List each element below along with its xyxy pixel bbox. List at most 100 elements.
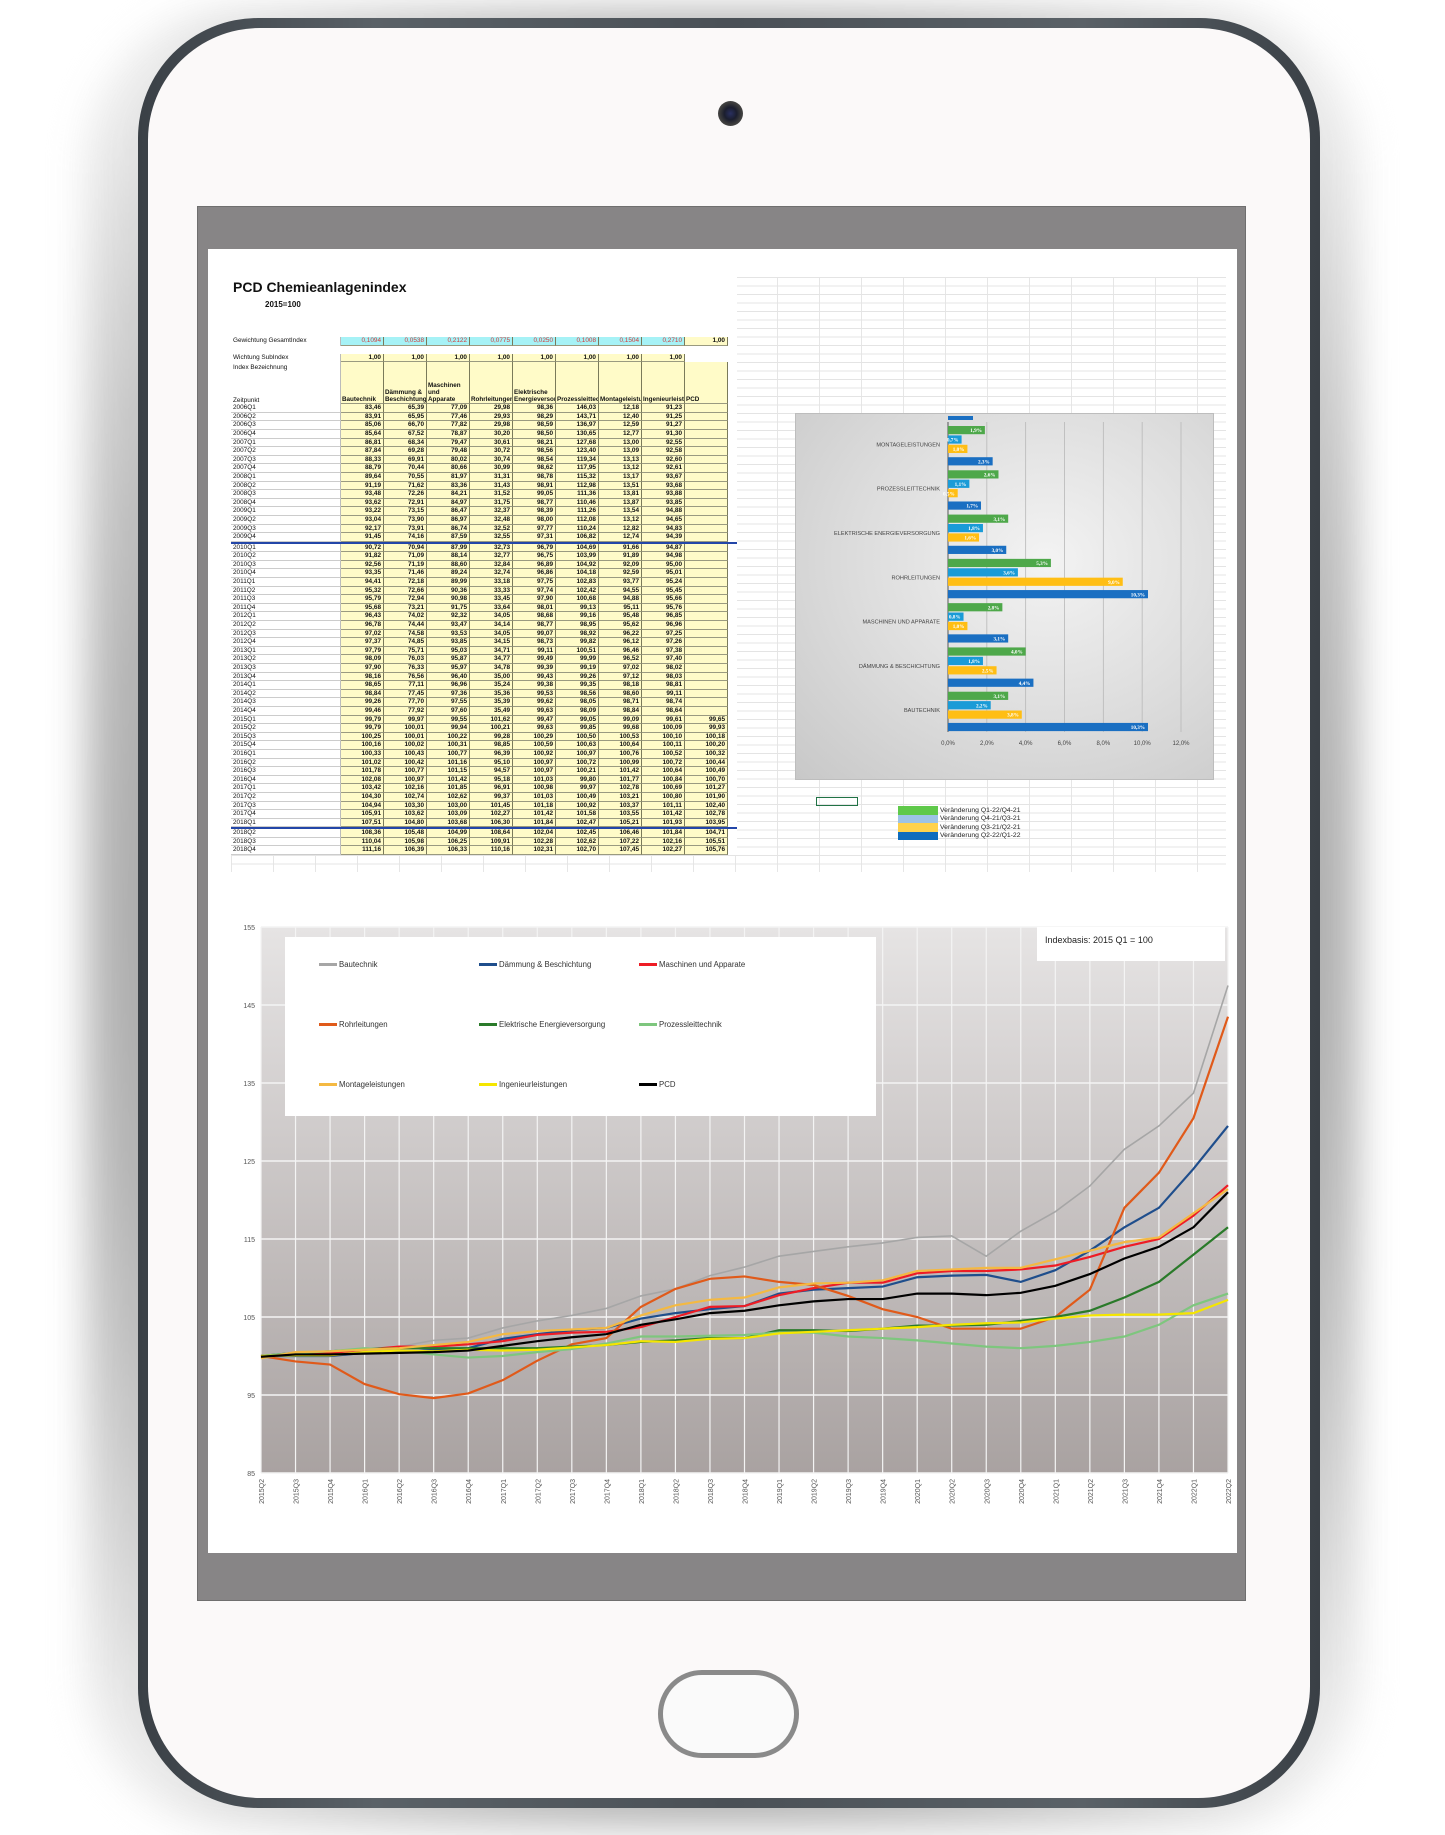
table-cell[interactable]: 77,11 [384, 681, 427, 690]
table-cell[interactable]: 13,54 [599, 507, 642, 516]
table-cell[interactable]: 136,97 [556, 421, 599, 430]
table-cell[interactable]: 100,70 [685, 775, 728, 785]
table-cell[interactable]: 74,58 [384, 629, 427, 639]
table-cell[interactable]: 99,47 [513, 715, 556, 725]
table-cell[interactable]: 102,42 [556, 586, 599, 596]
table-cell[interactable]: 74,02 [384, 612, 427, 622]
table-cell[interactable]: 95,32 [341, 586, 384, 596]
table-cell[interactable]: 101,42 [599, 767, 642, 776]
table-cell[interactable]: 97,55 [427, 698, 470, 707]
table-cell[interactable]: 34,05 [470, 629, 513, 639]
table-cell[interactable]: 96,40 [427, 672, 470, 682]
row-period[interactable]: 2012Q2 [231, 621, 341, 630]
table-cell[interactable]: 105,51 [685, 837, 728, 847]
row-period[interactable]: 2009Q1 [231, 507, 341, 516]
column-header[interactable]: Maschinen und Apparate [427, 362, 470, 405]
row-period[interactable]: 2008Q1 [231, 472, 341, 482]
table-cell[interactable]: 33,18 [470, 578, 513, 587]
table-cell[interactable]: 102,70 [556, 846, 599, 856]
table-cell[interactable]: 97,60 [427, 706, 470, 716]
table-cell[interactable]: 94,39 [642, 533, 685, 542]
table-cell[interactable]: 94,88 [642, 507, 685, 516]
table-cell[interactable]: 91,27 [642, 421, 685, 430]
table-cell[interactable]: 65,39 [384, 404, 427, 413]
table-cell[interactable]: 99,49 [513, 655, 556, 664]
table-cell[interactable]: 101,02 [341, 758, 384, 768]
table-cell[interactable]: 97,74 [513, 586, 556, 596]
table-cell[interactable]: 87,99 [427, 543, 470, 553]
weight-cell[interactable]: 0,1008 [556, 337, 599, 346]
table-cell[interactable]: 98,78 [513, 472, 556, 482]
table-cell[interactable]: 98,60 [599, 689, 642, 699]
table-cell[interactable]: 115,32 [556, 472, 599, 482]
table-cell[interactable]: 65,95 [384, 412, 427, 422]
row-period[interactable]: 2010Q2 [231, 552, 341, 561]
table-cell[interactable]: 98,29 [513, 412, 556, 422]
row-period[interactable]: 2015Q3 [231, 732, 341, 742]
table-cell[interactable]: 102,28 [513, 837, 556, 847]
table-cell[interactable] [685, 447, 728, 456]
table-cell[interactable]: 99,61 [642, 715, 685, 725]
table-cell[interactable]: 91,19 [341, 481, 384, 491]
table-cell[interactable]: 100,21 [556, 767, 599, 776]
table-cell[interactable]: 100,50 [556, 732, 599, 742]
table-cell[interactable]: 102,31 [513, 846, 556, 856]
table-cell[interactable]: 97,02 [599, 664, 642, 673]
table-cell[interactable]: 99,79 [341, 724, 384, 733]
table-cell[interactable]: 98,54 [513, 455, 556, 465]
table-cell[interactable]: 104,80 [384, 818, 427, 828]
table-cell[interactable]: 100,76 [599, 749, 642, 759]
table-cell[interactable]: 96,86 [513, 569, 556, 579]
table-cell[interactable]: 108,64 [470, 829, 513, 838]
table-cell[interactable]: 77,46 [427, 412, 470, 422]
table-cell[interactable]: 98,02 [642, 664, 685, 673]
table-cell[interactable]: 99,85 [556, 724, 599, 733]
table-cell[interactable]: 98,77 [513, 621, 556, 630]
table-cell[interactable]: 30,20 [470, 429, 513, 439]
table-cell[interactable] [685, 569, 728, 579]
table-cell[interactable]: 93,47 [427, 621, 470, 630]
table-cell[interactable]: 95,66 [642, 595, 685, 604]
table-cell[interactable]: 100,84 [642, 775, 685, 785]
table-cell[interactable]: 93,53 [427, 629, 470, 639]
table-cell[interactable]: 104,30 [341, 792, 384, 802]
row-period[interactable]: 2007Q2 [231, 447, 341, 456]
subindex-cell[interactable]: 1,00 [556, 353, 599, 363]
table-cell[interactable]: 87,84 [341, 447, 384, 456]
home-button[interactable] [658, 1670, 799, 1758]
table-cell[interactable]: 98,01 [513, 603, 556, 613]
table-cell[interactable]: 35,36 [470, 689, 513, 699]
table-cell[interactable]: 100,68 [556, 595, 599, 604]
table-cell[interactable]: 94,87 [642, 543, 685, 553]
column-header[interactable]: Prozessleittechnik [556, 362, 599, 405]
table-cell[interactable]: 100,53 [599, 732, 642, 742]
table-cell[interactable]: 97,26 [642, 638, 685, 647]
row-period[interactable]: 2011Q2 [231, 586, 341, 596]
table-cell[interactable]: 94,57 [470, 767, 513, 776]
table-cell[interactable]: 100,16 [341, 741, 384, 750]
row-period[interactable]: 2012Q1 [231, 612, 341, 622]
table-cell[interactable]: 83,36 [427, 481, 470, 491]
table-cell[interactable]: 103,68 [427, 818, 470, 828]
row-period[interactable]: 2006Q2 [231, 412, 341, 422]
table-cell[interactable]: 100,33 [341, 749, 384, 759]
table-cell[interactable]: 101,85 [427, 784, 470, 793]
table-cell[interactable]: 98,71 [599, 698, 642, 707]
table-cell[interactable]: 83,91 [341, 412, 384, 422]
table-cell[interactable]: 97,38 [642, 646, 685, 656]
table-cell[interactable]: 35,49 [470, 706, 513, 716]
table-cell[interactable]: 13,17 [599, 472, 642, 482]
table-cell[interactable]: 98,73 [513, 638, 556, 647]
table-cell[interactable]: 98,91 [513, 481, 556, 491]
table-cell[interactable]: 105,76 [685, 846, 728, 856]
table-cell[interactable]: 104,99 [427, 829, 470, 838]
subindex-cell[interactable]: 1,00 [599, 353, 642, 363]
table-cell[interactable]: 73,90 [384, 515, 427, 525]
table-cell[interactable]: 72,66 [384, 586, 427, 596]
table-cell[interactable]: 32,84 [470, 560, 513, 570]
row-period[interactable]: 2010Q4 [231, 569, 341, 579]
table-cell[interactable]: 100,92 [513, 749, 556, 759]
table-cell[interactable]: 74,16 [384, 533, 427, 542]
table-cell[interactable]: 100,25 [341, 732, 384, 742]
table-cell[interactable]: 13,87 [599, 498, 642, 508]
